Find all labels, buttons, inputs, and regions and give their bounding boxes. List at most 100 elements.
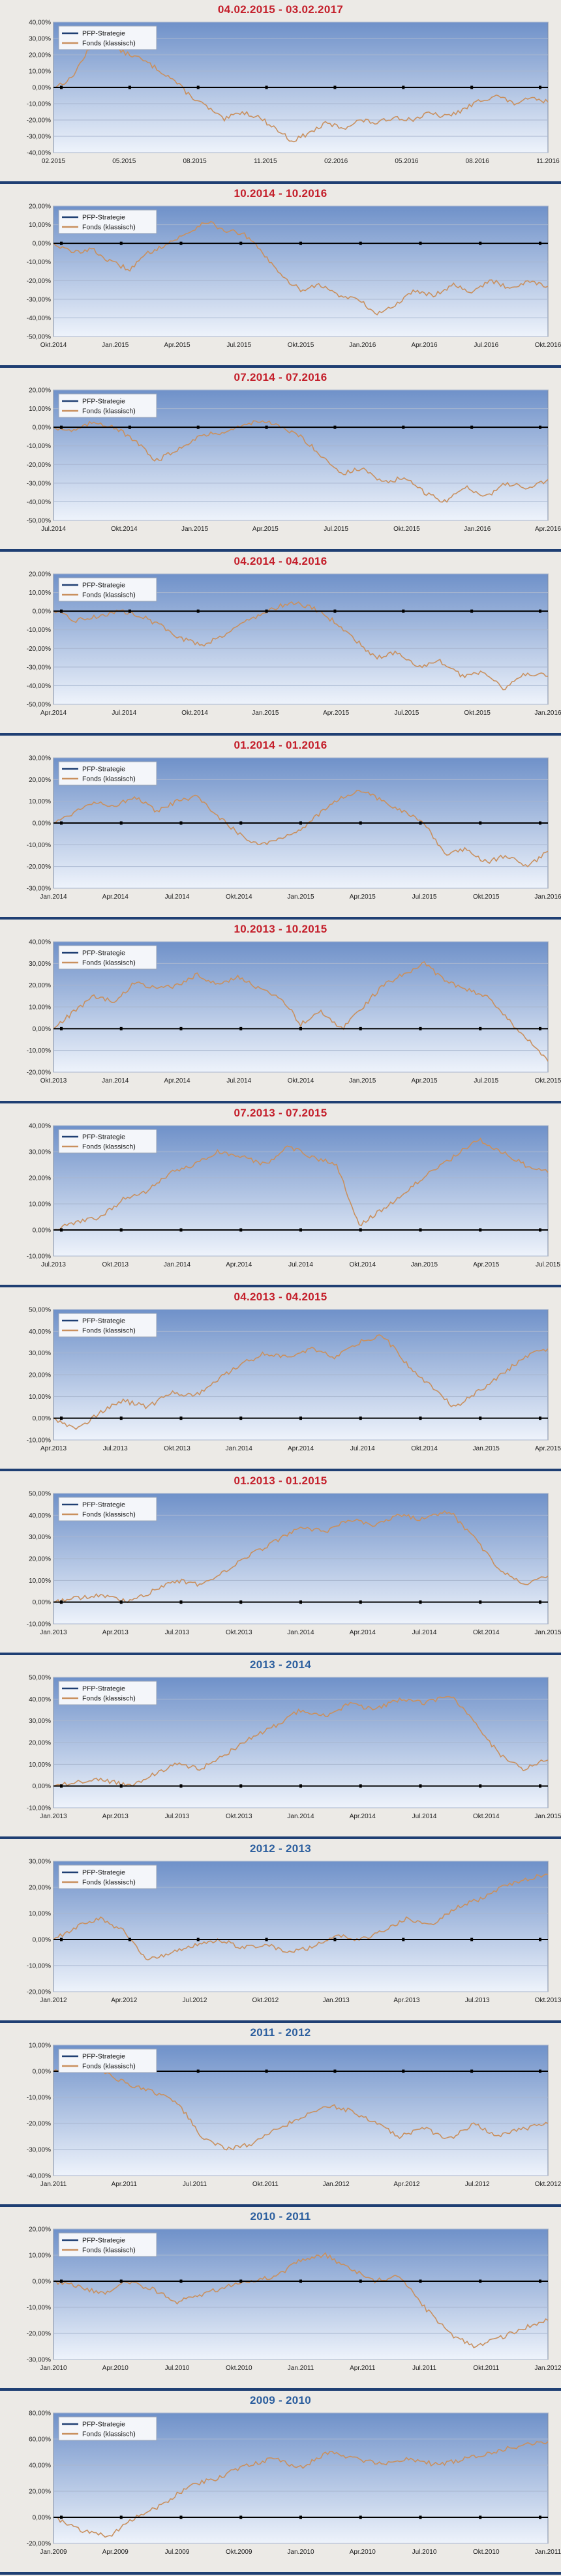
- pfp-marker: [60, 2515, 63, 2519]
- x-tick-label: Apr.2014: [164, 1077, 190, 1085]
- pfp-marker: [333, 1938, 337, 1941]
- pfp-marker: [299, 1026, 302, 1030]
- pfp-marker: [359, 1784, 362, 1788]
- line-chart: -50,00% -40,00% -30,00% -20,00% -10,00% 0,00%…: [27, 571, 561, 717]
- panel-separator: [0, 2572, 561, 2575]
- chart-title: 04.2014 - 04.2016: [234, 555, 327, 567]
- x-tick-label: 11.2015: [254, 158, 277, 165]
- legend: [58, 25, 157, 50]
- pfp-marker: [196, 425, 200, 429]
- pfp-marker: [179, 1026, 183, 1030]
- pfp-marker: [539, 425, 541, 429]
- legend: [58, 2416, 157, 2441]
- y-tick-label: 30,00%: [29, 1534, 51, 1541]
- pfp-marker: [60, 85, 63, 89]
- x-tick-label: Okt.2014: [181, 710, 208, 717]
- pfp-marker: [299, 241, 302, 245]
- panel-separator: [0, 365, 561, 368]
- x-tick-label: Apr.2013: [102, 1629, 129, 1636]
- chart-panel: 2012 - 2013 -20,00% -10,00% 0,00% 10,00% 20,0…: [0, 1839, 561, 2023]
- y-tick-label: -40,00%: [27, 499, 51, 506]
- y-tick-label: 40,00%: [29, 1512, 51, 1520]
- pfp-marker: [299, 1784, 302, 1788]
- legend-label: Fonds (klassisch): [82, 592, 136, 599]
- legend-label: Fonds (klassisch): [82, 224, 136, 232]
- y-tick-label: -30,00%: [27, 2147, 51, 2154]
- legend: [58, 2232, 157, 2257]
- pfp-marker: [479, 1416, 482, 1420]
- fund-series-line: [53, 1137, 549, 1231]
- y-tick-label: -20,00%: [27, 1070, 51, 1077]
- legend-label: PFP-Strategie: [82, 1317, 125, 1325]
- legend: [58, 577, 157, 602]
- x-tick-label: 05.2015: [112, 158, 136, 165]
- x-tick-label: Jan.2015: [411, 1261, 438, 1268]
- y-tick-label: 40,00%: [29, 939, 51, 946]
- panel-separator: [0, 1653, 561, 1655]
- y-tick-label: -10,00%: [27, 2305, 51, 2312]
- y-tick-label: -40,00%: [27, 150, 51, 157]
- y-tick-label: -50,00%: [27, 518, 51, 525]
- x-tick-label: Jul.2015: [474, 1077, 498, 1085]
- legend-label: Fonds (klassisch): [82, 775, 136, 783]
- pfp-marker: [60, 2279, 63, 2283]
- x-tick-label: Jan.2016: [464, 526, 491, 533]
- pfp-marker: [359, 2279, 362, 2283]
- pfp-marker: [119, 1784, 123, 1788]
- panel-separator: [0, 733, 561, 736]
- x-tick-label: Apr.2014: [288, 1445, 314, 1452]
- line-chart: -10,00% 0,00% 10,00% 20,00% 30,00% 40,00% 50,0…: [27, 1491, 561, 1636]
- y-tick-label: 10,00%: [29, 1761, 51, 1769]
- pfp-marker: [239, 1784, 243, 1788]
- legend: [58, 1313, 157, 1338]
- legend: [58, 1497, 157, 1521]
- legend-label: PFP-Strategie: [82, 582, 125, 590]
- chart-panel: 04.2014 - 04.2016 -50,00% -40,00% -30,00% -2…: [0, 552, 561, 736]
- y-tick-label: -20,00%: [27, 278, 51, 285]
- x-tick-label: Jul.2013: [165, 1629, 190, 1636]
- x-tick-label: Jan.2016: [349, 342, 376, 349]
- y-tick-label: 20,00%: [29, 387, 51, 395]
- pfp-marker: [128, 609, 131, 613]
- pfp-marker: [402, 1938, 405, 1941]
- pfp-marker: [60, 425, 63, 429]
- pfp-marker: [239, 1416, 243, 1420]
- y-tick-label: 20,00%: [29, 1372, 51, 1379]
- pfp-marker: [179, 2279, 183, 2283]
- fund-series-line: [53, 1334, 549, 1430]
- pfp-marker: [265, 85, 268, 89]
- line-chart: -40,00% -30,00% -20,00% -10,00% 0,00% 10,00% 2…: [27, 20, 560, 165]
- chart-title: 01.2013 - 01.2015: [234, 1475, 327, 1487]
- panel-separator: [0, 2204, 561, 2207]
- pfp-marker: [539, 2515, 541, 2519]
- x-tick-label: Jan.2013: [40, 1813, 67, 1820]
- line-chart: -10,00% 0,00% 10,00% 20,00% 30,00% 40,00% 50,0…: [27, 1307, 561, 1452]
- pfp-marker: [179, 1228, 183, 1232]
- pfp-marker: [419, 821, 422, 825]
- line-chart: -20,00% -10,00% 0,00% 10,00% 20,00% 30,00% Jan…: [27, 1859, 561, 2004]
- x-tick-label: Okt.2014: [111, 526, 138, 533]
- x-tick-label: Apr.2013: [102, 1813, 129, 1820]
- x-tick-label: Jan.2012: [40, 1997, 67, 2004]
- chart-title: 2009 - 2010: [249, 2394, 312, 2406]
- y-tick-label: 30,00%: [29, 36, 51, 43]
- legend-label: Fonds (klassisch): [82, 2247, 136, 2254]
- y-tick-label: 20,00%: [29, 982, 51, 989]
- panel-separator: [0, 1836, 561, 1839]
- x-tick-label: Okt.2014: [411, 1445, 438, 1452]
- pfp-marker: [299, 2279, 302, 2283]
- pfp-marker: [479, 1784, 482, 1788]
- x-tick-label: Apr.2015: [535, 1445, 561, 1452]
- x-tick-label: Jan.2010: [40, 2365, 67, 2372]
- pfp-marker: [419, 1228, 422, 1232]
- pfp-marker: [479, 821, 482, 825]
- fund-series-line: [53, 961, 549, 1062]
- pfp-marker: [128, 425, 131, 429]
- x-tick-label: Jul.2014: [112, 710, 136, 717]
- pfp-marker: [479, 2515, 482, 2519]
- y-tick-label: -10,00%: [27, 443, 51, 450]
- x-tick-label: Jan.2014: [287, 1629, 314, 1636]
- y-tick-label: -10,00%: [27, 842, 51, 849]
- pfp-marker: [128, 1938, 131, 1941]
- pfp-marker: [539, 2069, 541, 2073]
